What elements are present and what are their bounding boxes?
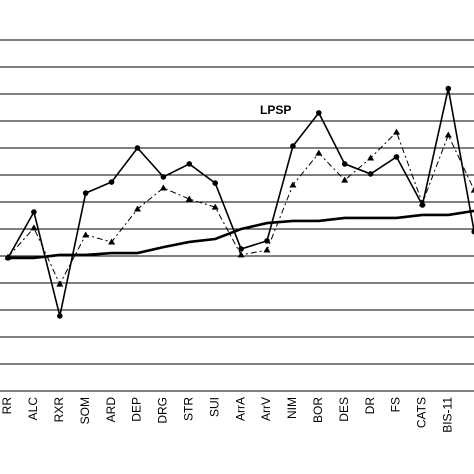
point-marker bbox=[82, 190, 89, 196]
x-tick-label: BOR bbox=[311, 397, 325, 423]
x-tick-label: SUI bbox=[207, 397, 221, 417]
x-tick-label: DEP bbox=[130, 397, 144, 422]
point-marker bbox=[367, 171, 374, 177]
point-marker bbox=[30, 224, 38, 231]
point-marker bbox=[341, 176, 349, 183]
x-tick-label: DRG bbox=[156, 397, 170, 424]
point-marker bbox=[237, 251, 245, 258]
point-marker bbox=[393, 154, 400, 160]
point-marker bbox=[315, 149, 323, 156]
point-marker bbox=[418, 199, 426, 206]
x-tick-label: ARD bbox=[104, 397, 118, 423]
point-marker bbox=[263, 246, 271, 253]
point-marker bbox=[108, 238, 116, 245]
point-marker bbox=[56, 280, 64, 287]
point-marker bbox=[160, 174, 167, 180]
x-tick-label: DR bbox=[363, 397, 377, 415]
point-marker bbox=[471, 228, 474, 235]
point-marker bbox=[211, 203, 219, 210]
point-marker bbox=[57, 313, 63, 319]
point-marker bbox=[134, 145, 141, 151]
point-marker bbox=[134, 205, 141, 212]
x-tick-label: RR bbox=[0, 397, 14, 415]
series-line bbox=[7, 131, 474, 286]
point-marker bbox=[341, 161, 348, 167]
x-tick-label: ArrA bbox=[233, 397, 247, 421]
point-marker bbox=[82, 231, 90, 238]
x-tick-label: ArrV bbox=[259, 397, 273, 421]
point-marker bbox=[290, 143, 296, 149]
x-tick-label: BIS-11 bbox=[440, 397, 454, 433]
point-marker bbox=[185, 195, 193, 202]
x-tick-label: ALC bbox=[26, 397, 40, 421]
x-tick-label: NIM bbox=[285, 397, 299, 419]
point-marker bbox=[108, 179, 115, 185]
point-marker bbox=[393, 128, 400, 135]
point-marker bbox=[264, 238, 270, 244]
point-marker bbox=[367, 154, 375, 161]
point-marker bbox=[470, 186, 474, 193]
point-marker bbox=[238, 246, 244, 252]
point-marker bbox=[31, 209, 37, 215]
point-marker bbox=[212, 180, 218, 186]
point-marker bbox=[445, 85, 452, 92]
x-tick-label: RXR bbox=[52, 397, 66, 423]
point-marker bbox=[159, 184, 167, 191]
x-tick-label: FS bbox=[389, 397, 403, 412]
x-tick-label: STR bbox=[181, 397, 195, 421]
annotation: LPSP bbox=[260, 103, 291, 117]
series-line bbox=[8, 209, 474, 260]
x-tick-label: DES bbox=[337, 397, 351, 422]
x-tick-label: CATS bbox=[415, 397, 429, 428]
x-tick-label: SOM bbox=[78, 397, 92, 424]
point-marker bbox=[316, 110, 322, 116]
point-marker bbox=[444, 131, 452, 138]
point-marker bbox=[186, 161, 193, 167]
point-marker bbox=[289, 181, 297, 188]
